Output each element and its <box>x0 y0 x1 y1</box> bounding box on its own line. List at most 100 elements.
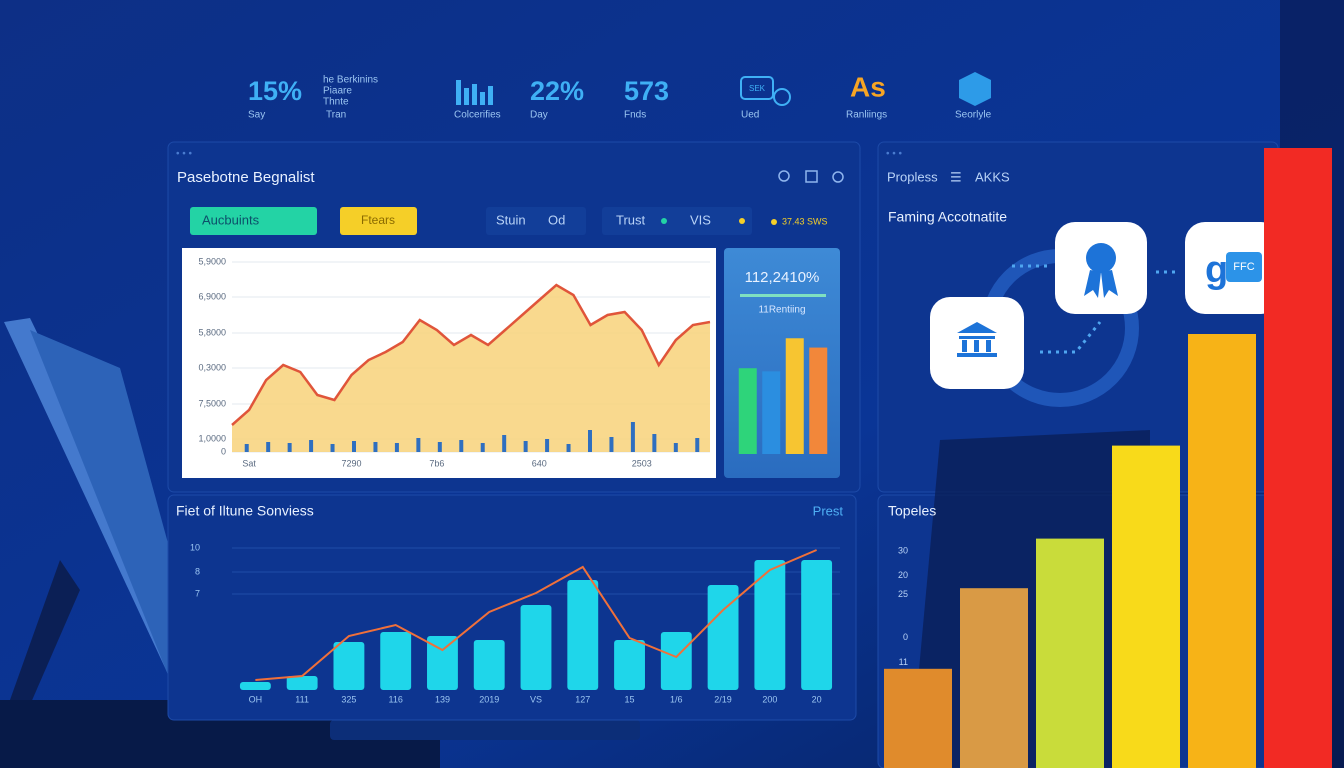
panel-action[interactable]: Prest <box>813 503 844 518</box>
tab[interactable] <box>486 207 586 235</box>
bar <box>459 440 464 452</box>
x-tick-label: 127 <box>575 694 590 704</box>
bar <box>286 676 318 690</box>
stat-icon <box>456 80 493 105</box>
bar <box>380 632 412 690</box>
x-tick-label: 15 <box>625 694 635 704</box>
y-tick-label: 30 <box>898 545 908 555</box>
bar <box>523 441 528 452</box>
bar <box>801 560 833 690</box>
bar <box>473 640 505 690</box>
stat-icon <box>740 76 774 100</box>
bar <box>330 444 335 452</box>
panel-title: Fiet of Iltune Sonviess <box>176 503 314 519</box>
bar <box>707 585 739 690</box>
award-icon <box>1086 243 1116 273</box>
stat-value: 573 <box>624 76 669 106</box>
legend-label: 37.43 SWS <box>782 216 828 226</box>
x-tick-label: 325 <box>341 694 356 704</box>
bar <box>614 640 645 690</box>
bar <box>884 668 952 768</box>
tab-label: Od <box>548 212 565 227</box>
tab[interactable] <box>602 207 752 235</box>
bar <box>427 636 458 690</box>
tab-label: Aucbuints <box>202 212 260 227</box>
bottom-panel <box>167 494 857 721</box>
x-tick-label: Sat <box>242 458 256 468</box>
x-tick-label: 111 <box>295 694 309 704</box>
tab-dot <box>661 218 667 224</box>
tab-label: Trust <box>616 212 646 227</box>
y-tick-label: 20 <box>898 570 908 580</box>
tab-label: AKKS <box>975 169 1010 184</box>
bar <box>785 338 804 454</box>
y-tick-label: 0 <box>903 632 908 642</box>
bar <box>567 580 599 690</box>
y-tick-label: 0 <box>221 446 226 456</box>
badge-label: FFC <box>1233 261 1254 273</box>
bar <box>287 443 292 452</box>
bar <box>1188 334 1256 768</box>
x-tick-label: 2503 <box>632 458 652 468</box>
panel-title: Pasebotne Begnalist <box>177 169 315 186</box>
x-tick-label: 116 <box>389 694 403 704</box>
panel-dots: • • • <box>176 149 193 160</box>
bar <box>960 588 1028 768</box>
chart-title: Topeles <box>888 503 936 519</box>
stat-icon <box>959 72 991 106</box>
stat-item: Thnte <box>323 97 349 108</box>
stat-label: Colcerifies <box>454 110 501 121</box>
stat-label: Seorlyle <box>955 110 992 121</box>
bar <box>1264 148 1332 768</box>
x-tick-label: 2019 <box>479 694 499 704</box>
x-tick-label: VS <box>530 694 542 704</box>
bar <box>352 441 356 452</box>
bar <box>566 444 571 452</box>
card-label: 11Rentiing <box>758 305 805 316</box>
x-tick-label: 7290 <box>341 458 361 468</box>
tab[interactable] <box>340 207 417 235</box>
bar <box>266 442 271 452</box>
stat-label: Ued <box>741 110 759 121</box>
tab-label: VIS <box>690 212 711 227</box>
tab-label: Propless <box>887 169 938 184</box>
bank-icon <box>957 322 997 357</box>
stat-value: 22% <box>530 76 584 106</box>
area <box>232 285 710 452</box>
stat-item: Tran <box>326 110 346 121</box>
tab[interactable] <box>190 207 317 235</box>
bar <box>660 632 692 690</box>
y-tick-label: 7,5000 <box>198 398 226 408</box>
legend-dot <box>771 219 777 225</box>
stat-icon <box>773 88 791 106</box>
y-tick-label: 10 <box>190 542 200 552</box>
y-tick-label: 8 <box>195 566 200 576</box>
stat-label: Fnds <box>624 110 646 121</box>
y-tick-label: 6,9000 <box>198 291 226 301</box>
stat-label: Ranliings <box>846 110 887 121</box>
x-tick-label: 1/6 <box>670 694 683 704</box>
panel-title: Faming Accotnatite <box>888 209 1007 225</box>
bar <box>652 434 657 452</box>
x-tick-label: 640 <box>532 458 547 468</box>
bar <box>1036 538 1104 768</box>
y-tick-label: 0,3000 <box>198 362 226 372</box>
panel-dots: • • • <box>886 149 903 160</box>
bar <box>609 437 614 452</box>
bar <box>695 438 700 452</box>
x-tick-label: 139 <box>435 694 450 704</box>
stat-item: Piaare <box>323 86 352 97</box>
y-tick-label: 11 <box>899 657 908 667</box>
bar <box>754 560 786 690</box>
y-tick-label: 5,8000 <box>198 327 226 337</box>
line <box>231 283 711 426</box>
stat-icon-text: As <box>850 71 886 102</box>
x-tick-label: 7b6 <box>429 458 444 468</box>
bar <box>545 439 550 452</box>
x-tick-label: 20 <box>812 694 822 704</box>
tab-dot <box>739 218 745 224</box>
stat-label: Day <box>530 110 548 121</box>
award-icon <box>1084 270 1118 298</box>
